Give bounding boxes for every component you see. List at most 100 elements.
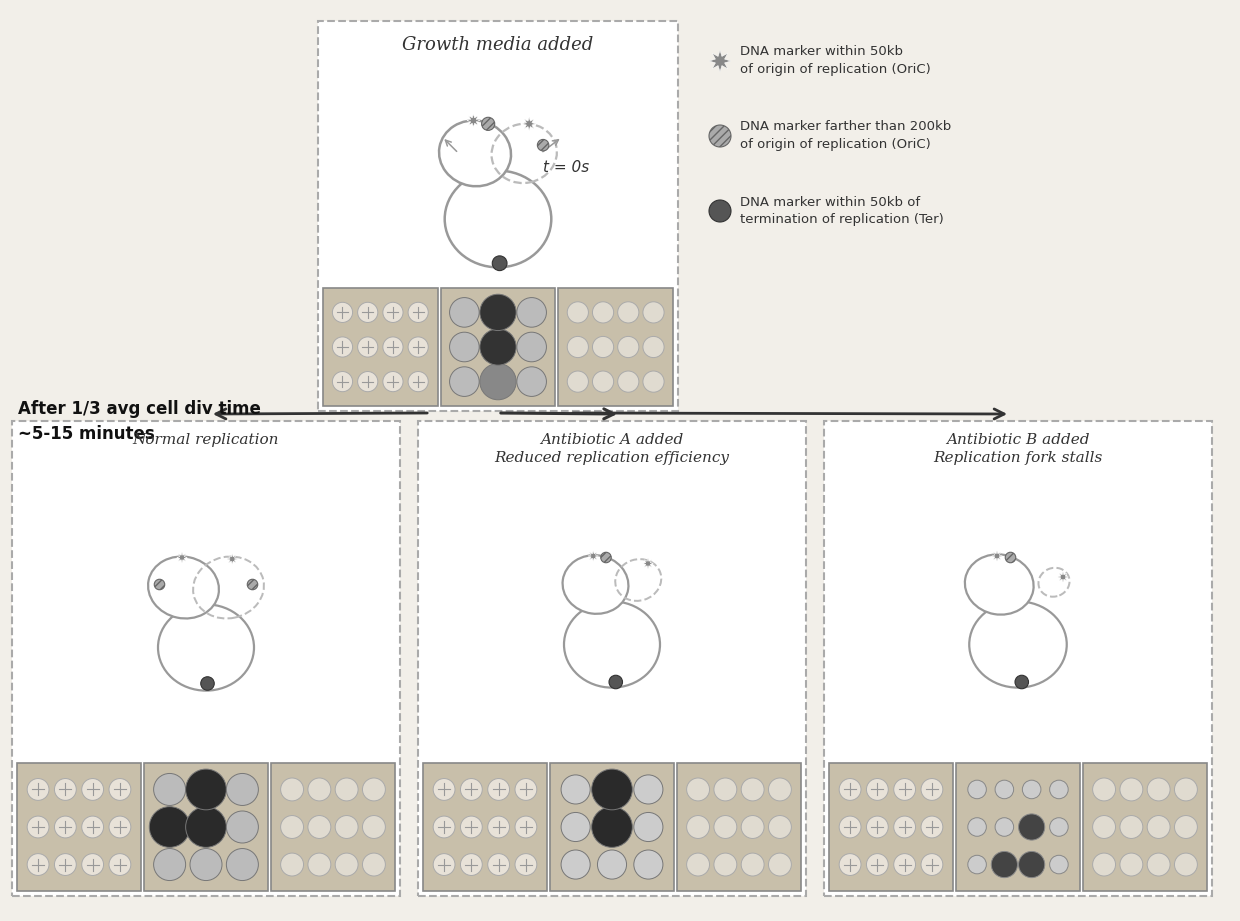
Circle shape — [1016, 675, 1028, 689]
Circle shape — [769, 778, 791, 801]
Circle shape — [1120, 853, 1143, 876]
Circle shape — [487, 816, 510, 838]
Circle shape — [154, 579, 165, 589]
Circle shape — [894, 778, 915, 800]
Circle shape — [537, 139, 549, 151]
Circle shape — [1022, 780, 1040, 799]
Circle shape — [1120, 778, 1143, 801]
Circle shape — [642, 336, 665, 357]
Polygon shape — [227, 554, 238, 565]
Ellipse shape — [564, 601, 660, 688]
Circle shape — [517, 297, 547, 327]
Circle shape — [27, 854, 50, 876]
Circle shape — [560, 775, 590, 804]
FancyBboxPatch shape — [17, 763, 141, 891]
Circle shape — [109, 778, 131, 800]
FancyBboxPatch shape — [825, 421, 1211, 896]
Circle shape — [433, 778, 455, 800]
Circle shape — [55, 778, 77, 800]
Circle shape — [362, 815, 386, 838]
Circle shape — [714, 853, 737, 876]
Circle shape — [515, 854, 537, 876]
Circle shape — [487, 854, 510, 876]
Circle shape — [609, 675, 622, 689]
Circle shape — [109, 816, 131, 838]
Circle shape — [709, 200, 732, 222]
Circle shape — [867, 854, 888, 876]
Circle shape — [634, 775, 663, 804]
FancyBboxPatch shape — [956, 763, 1080, 891]
Ellipse shape — [970, 601, 1066, 688]
Ellipse shape — [563, 555, 629, 613]
Circle shape — [332, 337, 352, 357]
Circle shape — [408, 337, 428, 357]
Circle shape — [1018, 851, 1045, 878]
Circle shape — [450, 332, 479, 362]
FancyBboxPatch shape — [317, 21, 678, 411]
Circle shape — [593, 371, 614, 392]
Circle shape — [335, 778, 358, 801]
Circle shape — [714, 778, 737, 801]
Circle shape — [515, 816, 537, 838]
Circle shape — [967, 780, 986, 799]
Circle shape — [357, 371, 378, 391]
Circle shape — [227, 811, 258, 843]
Circle shape — [383, 302, 403, 322]
Circle shape — [991, 851, 1018, 878]
Circle shape — [109, 854, 131, 876]
Circle shape — [517, 367, 547, 396]
Polygon shape — [466, 114, 480, 127]
Circle shape — [247, 579, 258, 589]
Circle shape — [709, 125, 732, 147]
Circle shape — [280, 778, 304, 801]
Circle shape — [515, 778, 537, 800]
Circle shape — [335, 853, 358, 876]
Circle shape — [1092, 853, 1116, 876]
Circle shape — [687, 778, 709, 801]
Circle shape — [450, 367, 479, 396]
Circle shape — [634, 812, 663, 842]
Circle shape — [1147, 853, 1171, 876]
Text: After 1/3 avg cell div time: After 1/3 avg cell div time — [19, 400, 260, 418]
Circle shape — [687, 815, 709, 838]
Circle shape — [560, 812, 590, 842]
Circle shape — [190, 848, 222, 880]
Polygon shape — [642, 558, 653, 569]
FancyBboxPatch shape — [551, 763, 675, 891]
Circle shape — [921, 816, 942, 838]
Circle shape — [1092, 778, 1116, 801]
Circle shape — [186, 769, 227, 810]
FancyBboxPatch shape — [144, 763, 268, 891]
Circle shape — [227, 848, 258, 880]
Circle shape — [593, 336, 614, 357]
Circle shape — [154, 774, 186, 806]
Circle shape — [1174, 815, 1198, 838]
Circle shape — [227, 774, 258, 806]
Circle shape — [600, 553, 611, 563]
Text: Antibiotic B added
Replication fork stalls: Antibiotic B added Replication fork stal… — [934, 433, 1102, 465]
Circle shape — [433, 854, 455, 876]
FancyBboxPatch shape — [1083, 763, 1207, 891]
Circle shape — [460, 778, 482, 800]
Circle shape — [487, 778, 510, 800]
Circle shape — [480, 329, 516, 365]
Text: ~5-15 minutes: ~5-15 minutes — [19, 425, 155, 443]
Circle shape — [201, 677, 215, 690]
Circle shape — [1147, 778, 1171, 801]
Text: Antibiotic A added
Reduced replication efficiency: Antibiotic A added Reduced replication e… — [495, 433, 729, 465]
Circle shape — [839, 854, 861, 876]
Circle shape — [332, 371, 352, 391]
Ellipse shape — [439, 121, 511, 186]
Circle shape — [967, 856, 986, 874]
Text: DNA marker farther than 200kb
of origin of replication (OriC): DNA marker farther than 200kb of origin … — [740, 121, 951, 151]
Polygon shape — [709, 50, 732, 72]
Circle shape — [357, 302, 378, 322]
Circle shape — [560, 850, 590, 880]
Circle shape — [994, 818, 1013, 836]
Circle shape — [408, 371, 428, 391]
Circle shape — [567, 336, 589, 357]
Circle shape — [55, 816, 77, 838]
Polygon shape — [992, 551, 1002, 561]
Circle shape — [642, 302, 665, 323]
Polygon shape — [588, 551, 599, 561]
